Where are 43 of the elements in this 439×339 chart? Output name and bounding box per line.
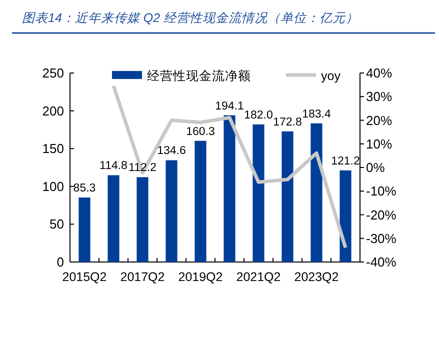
y2-tick-label: -20% [366,207,397,222]
data-label: 114.8 [100,160,128,172]
data-label: 183.4 [302,108,332,120]
bar [108,175,120,262]
bar [136,177,148,262]
y-tick-label: 150 [42,141,64,156]
data-label: 134.6 [157,145,186,158]
data-label: 85.3 [73,182,96,195]
bar [78,198,90,262]
data-label: 182.0 [244,109,273,122]
y-tick-label: 50 [50,216,64,232]
data-label: 160.3 [186,126,215,138]
y2-tick-label: 10% [366,136,392,152]
bar [340,170,352,262]
y2-tick-label: -10% [366,184,397,199]
bar [252,124,264,262]
x-tick-label: 2023Q2 [294,270,339,284]
x-tick-label: 2021Q2 [236,270,281,284]
data-label: 121.2 [331,155,360,168]
data-label: 172.8 [273,116,302,128]
legend-label: yoy [321,69,342,83]
bar [166,160,178,262]
y-tick-label: 250 [42,66,64,80]
legend-label: 经营性现金流净额 [147,68,251,83]
bar [310,123,322,262]
bar [224,115,236,262]
bar [194,140,206,262]
y-tick-label: 100 [42,178,64,194]
y2-tick-label: -30% [366,230,397,246]
x-tick-label: 2019Q2 [178,270,223,284]
bar [282,131,294,262]
x-tick-label: 2017Q2 [120,270,165,284]
y-tick-label: 0 [56,254,64,270]
data-label: 194.1 [215,100,244,112]
data-label: 112.2 [128,162,156,174]
y2-tick-label: 20% [366,112,392,128]
y2-tick-label: -40% [366,254,397,270]
y-tick-label: 200 [42,103,64,118]
y2-tick-label: 40% [366,66,392,80]
x-tick-label: 2015Q2 [62,270,107,284]
y2-tick-label: 0% [366,160,386,175]
y2-tick-label: 30% [366,89,392,104]
chart-title: 图表14：近年来传媒 Q2 经营性现金流情况（单位：亿元） [22,11,359,25]
